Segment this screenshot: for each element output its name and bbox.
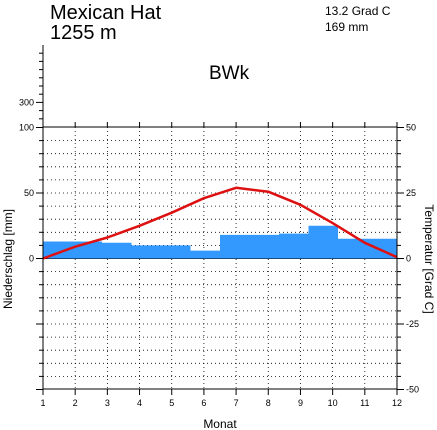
station-name: Mexican Hat [50, 2, 162, 24]
upper-precipitation-axis: 300 [19, 45, 44, 127]
left-tick-label: 100 [19, 123, 34, 133]
left-tick-label: 50 [24, 188, 34, 198]
x-tick-label: 8 [266, 398, 271, 408]
x-tick-label: 3 [105, 398, 110, 408]
x-tick-label: 1 [40, 398, 45, 408]
annual-temperature: 13.2 Grad C [325, 4, 391, 18]
station-elevation: 1255 m [50, 22, 117, 44]
right-tick-label: 0 [406, 254, 411, 264]
right-tick-label: 50 [406, 123, 416, 133]
x-tick-label: 4 [137, 398, 142, 408]
x-axis-label: Monat [203, 417, 237, 430]
annual-precipitation: 169 mm [325, 20, 368, 34]
right-tick-label: -25 [406, 319, 419, 329]
temperature-line [42, 186, 398, 260]
left-axis: 0 50 100 [19, 123, 43, 390]
climate-classification: BWk [209, 63, 250, 84]
x-tick-label: 12 [392, 398, 402, 408]
precipitation-area [43, 225, 397, 259]
precipitation-series [43, 225, 397, 259]
x-tick-label: 6 [201, 398, 206, 408]
right-tick-label: 25 [406, 188, 416, 198]
left-tick-label: 0 [29, 254, 34, 264]
x-tick-label: 2 [73, 398, 78, 408]
x-tick-label: 9 [298, 398, 303, 408]
right-axis: 50 25 0 -25 -50 [397, 123, 419, 395]
right-tick-label: -50 [406, 385, 419, 395]
x-tick-label: 7 [234, 398, 239, 408]
left-axis-label: Niederschlag [mm] [1, 209, 15, 309]
x-tick-label: 11 [360, 398, 369, 408]
temperature-series [42, 186, 398, 260]
right-axis-label: Temperatur [Grad C] [422, 204, 436, 313]
x-tick-label: 10 [328, 398, 338, 408]
upper-tick-label: 300 [19, 97, 34, 107]
x-tick-label: 5 [169, 398, 174, 408]
x-axis: 1 2 3 4 5 6 7 8 9 10 11 12 [40, 122, 402, 408]
